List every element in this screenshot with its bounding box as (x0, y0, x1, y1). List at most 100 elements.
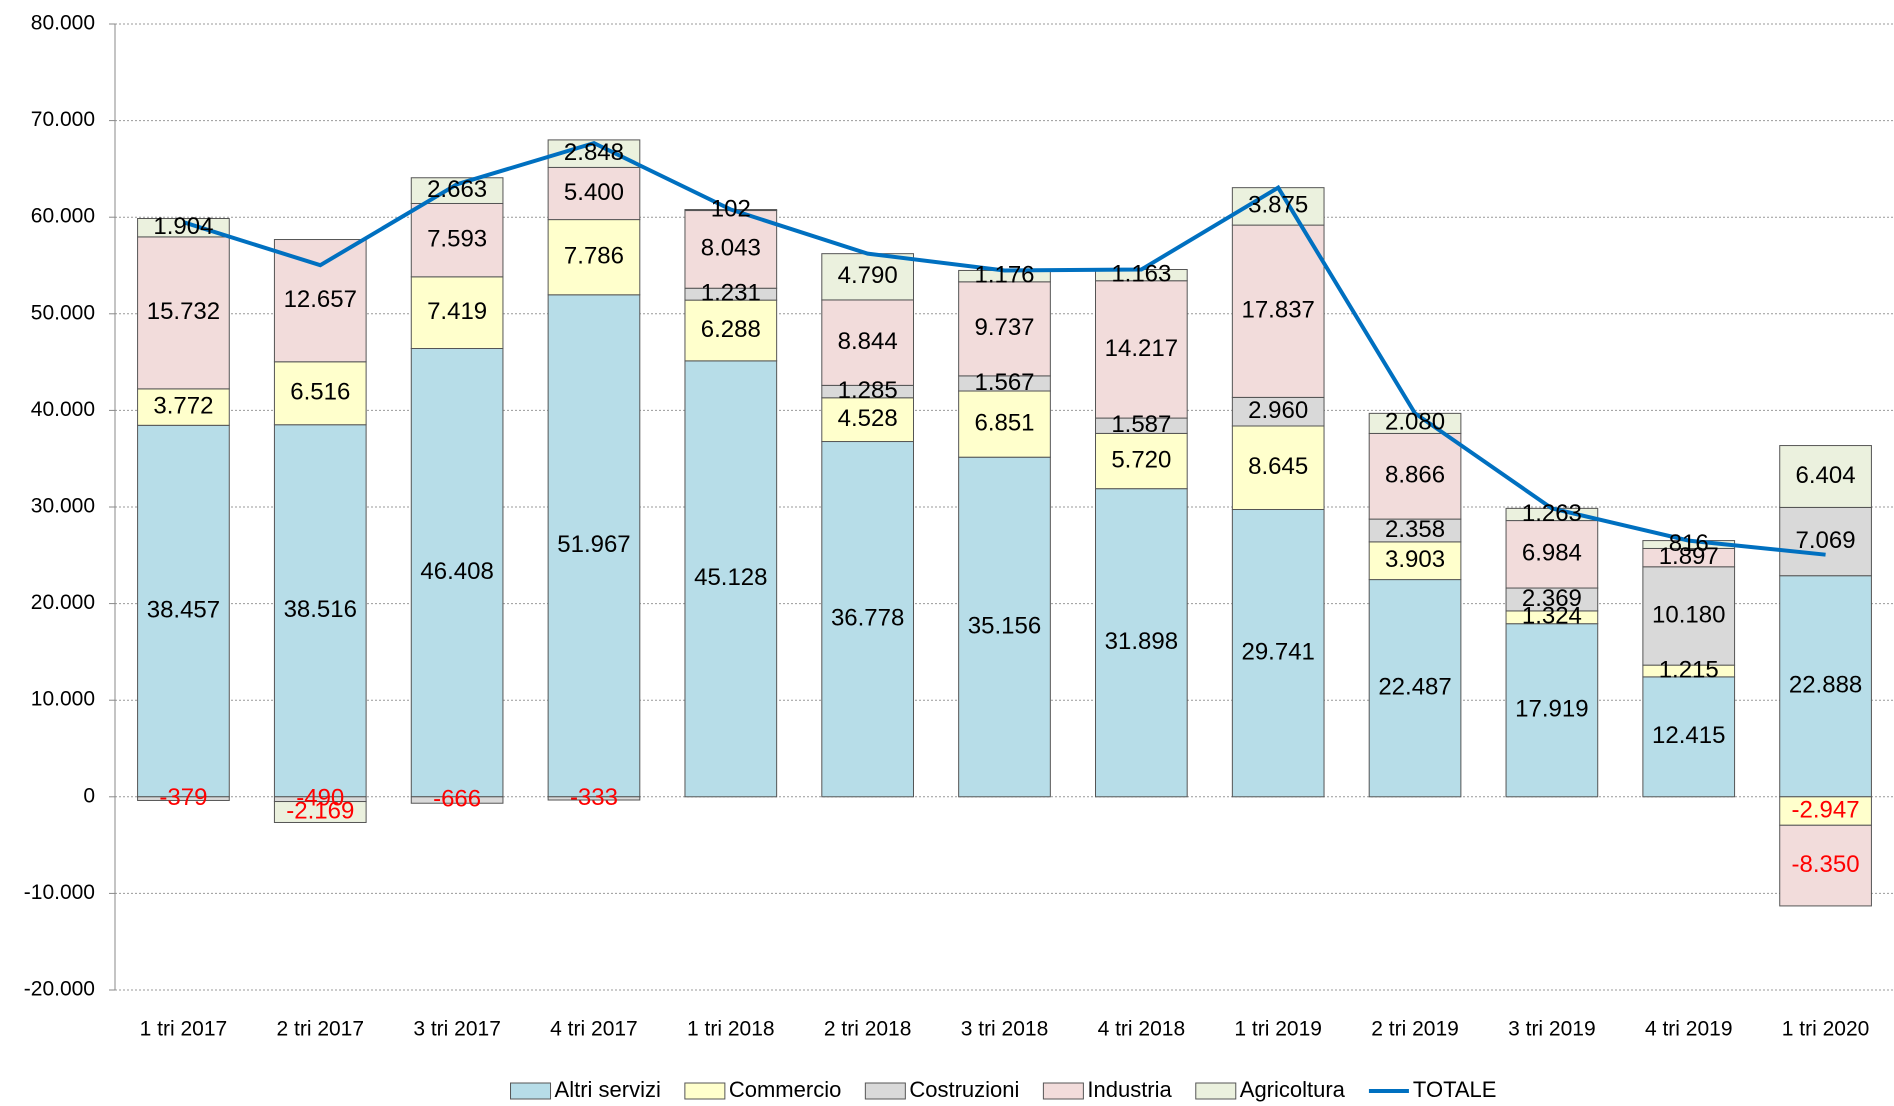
x-tick-label: 1 tri 2019 (1234, 1018, 1322, 1041)
x-tick-label: 1 tri 2018 (687, 1018, 775, 1041)
bar-segment (410, 796, 504, 804)
x-tick-label: 3 tri 2018 (961, 1018, 1049, 1041)
data-label: 1.567 (974, 369, 1034, 396)
bar-segment (1779, 796, 1872, 826)
data-label: 7.786 (564, 243, 624, 270)
legend-label: Agricoltura (1240, 1077, 1346, 1102)
data-label: 22.487 (1378, 674, 1451, 701)
bar-segment (821, 299, 914, 386)
data-label: 35.156 (968, 612, 1041, 639)
data-label: 10.180 (1652, 601, 1725, 628)
data-label: 14.217 (1105, 335, 1178, 362)
bar-segment (137, 796, 230, 801)
bar-segment (684, 210, 778, 289)
bar-segment (684, 299, 778, 362)
data-label: 6.516 (290, 379, 350, 406)
y-tick-label: -20.000 (24, 978, 95, 1001)
data-label: 9.737 (974, 314, 1034, 341)
data-label: 29.741 (1241, 638, 1314, 665)
x-tick-label: 2 tri 2019 (1371, 1018, 1459, 1041)
bar-segment (137, 218, 230, 238)
y-tick-label: -10.000 (24, 881, 95, 904)
y-tick-label: 70.000 (31, 108, 95, 131)
data-label: 1.897 (1659, 543, 1719, 570)
y-tick-label: 40.000 (31, 398, 95, 421)
bar-segment (273, 361, 367, 426)
data-label: 3.772 (153, 392, 213, 419)
data-label: 5.400 (564, 179, 624, 206)
data-label: 46.408 (420, 558, 493, 585)
bar-segment (410, 347, 504, 798)
x-tick-label: 4 tri 2018 (1098, 1018, 1186, 1041)
data-label: 1.324 (1522, 603, 1582, 630)
data-label: 38.516 (284, 596, 357, 623)
legend-label: TOTALE (1413, 1077, 1497, 1102)
data-label: 1.215 (1659, 656, 1719, 683)
data-label: -2.947 (1792, 796, 1860, 823)
bar-segment (547, 166, 641, 221)
bar-segment (684, 360, 778, 798)
data-label: -666 (433, 785, 481, 812)
data-label: 1.163 (1111, 260, 1171, 287)
legend-label: Costruzioni (909, 1077, 1019, 1102)
bar-segment (137, 388, 230, 426)
bar-segment (410, 202, 504, 278)
data-label: 12.657 (284, 286, 357, 313)
data-label: -2.169 (286, 797, 354, 824)
data-label: 38.457 (147, 596, 220, 623)
y-tick-label: 0 (83, 784, 95, 807)
data-label: -8.350 (1792, 851, 1860, 878)
data-label: 6.851 (974, 409, 1034, 436)
bar-segment (1505, 520, 1599, 589)
legend-swatch (510, 1082, 552, 1100)
bar-segment (1095, 488, 1188, 798)
data-label: 102 (711, 195, 751, 222)
bar-segment (1505, 623, 1599, 798)
data-label: 6.404 (1796, 462, 1856, 489)
data-label: -379 (159, 784, 207, 811)
bar-segment (821, 253, 914, 301)
bar-segment (1779, 445, 1872, 508)
bar-segment (137, 236, 230, 390)
data-label: -333 (570, 784, 618, 811)
y-tick-label: 10.000 (31, 688, 95, 711)
data-label: 12.415 (1652, 722, 1725, 749)
data-label: 31.898 (1105, 628, 1178, 655)
data-label: 3.903 (1385, 546, 1445, 573)
data-label: 6.984 (1522, 540, 1582, 567)
data-label: 8.866 (1385, 462, 1445, 489)
data-label: 17.919 (1515, 696, 1588, 723)
data-label: 6.288 (701, 316, 761, 343)
y-tick-label: 30.000 (31, 495, 95, 518)
bar-segment (821, 397, 914, 443)
bar-segment (958, 456, 1051, 798)
bar-segment (1368, 541, 1462, 581)
data-label: 2.960 (1248, 397, 1308, 424)
data-label: 4.528 (838, 405, 898, 432)
y-tick-label: 60.000 (31, 205, 95, 228)
bar-segment (1231, 224, 1325, 398)
data-label: 1.176 (974, 261, 1034, 288)
y-tick-label: 20.000 (31, 591, 95, 614)
legend-swatch (864, 1082, 906, 1100)
x-tick-label: 2 tri 2018 (824, 1018, 912, 1041)
x-tick-label: 1 tri 2017 (140, 1018, 228, 1041)
data-label: 4.790 (838, 262, 898, 289)
bar-segment (1231, 425, 1325, 511)
bar-segment (273, 424, 367, 798)
bar-segment (1095, 280, 1188, 419)
legend-label: Commercio (729, 1077, 841, 1102)
data-label: 2.358 (1385, 516, 1445, 543)
bar-segment (1231, 509, 1325, 798)
x-tick-label: 4 tri 2017 (550, 1018, 638, 1041)
bar-segment (1779, 824, 1872, 907)
data-label: 2.848 (564, 139, 624, 166)
data-label: 5.720 (1111, 446, 1171, 473)
bar-segment (1642, 676, 1736, 798)
data-label: 51.967 (557, 531, 630, 558)
data-label: 1.285 (838, 377, 898, 404)
data-label: 2.080 (1385, 409, 1445, 436)
bar-segment (273, 239, 367, 363)
bar-segment (1231, 396, 1325, 427)
